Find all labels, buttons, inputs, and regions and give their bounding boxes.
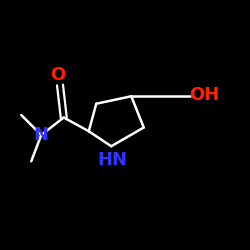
Text: HN: HN [98,151,128,169]
Text: O: O [50,66,66,84]
Text: N: N [34,126,49,144]
Text: OH: OH [189,86,219,104]
